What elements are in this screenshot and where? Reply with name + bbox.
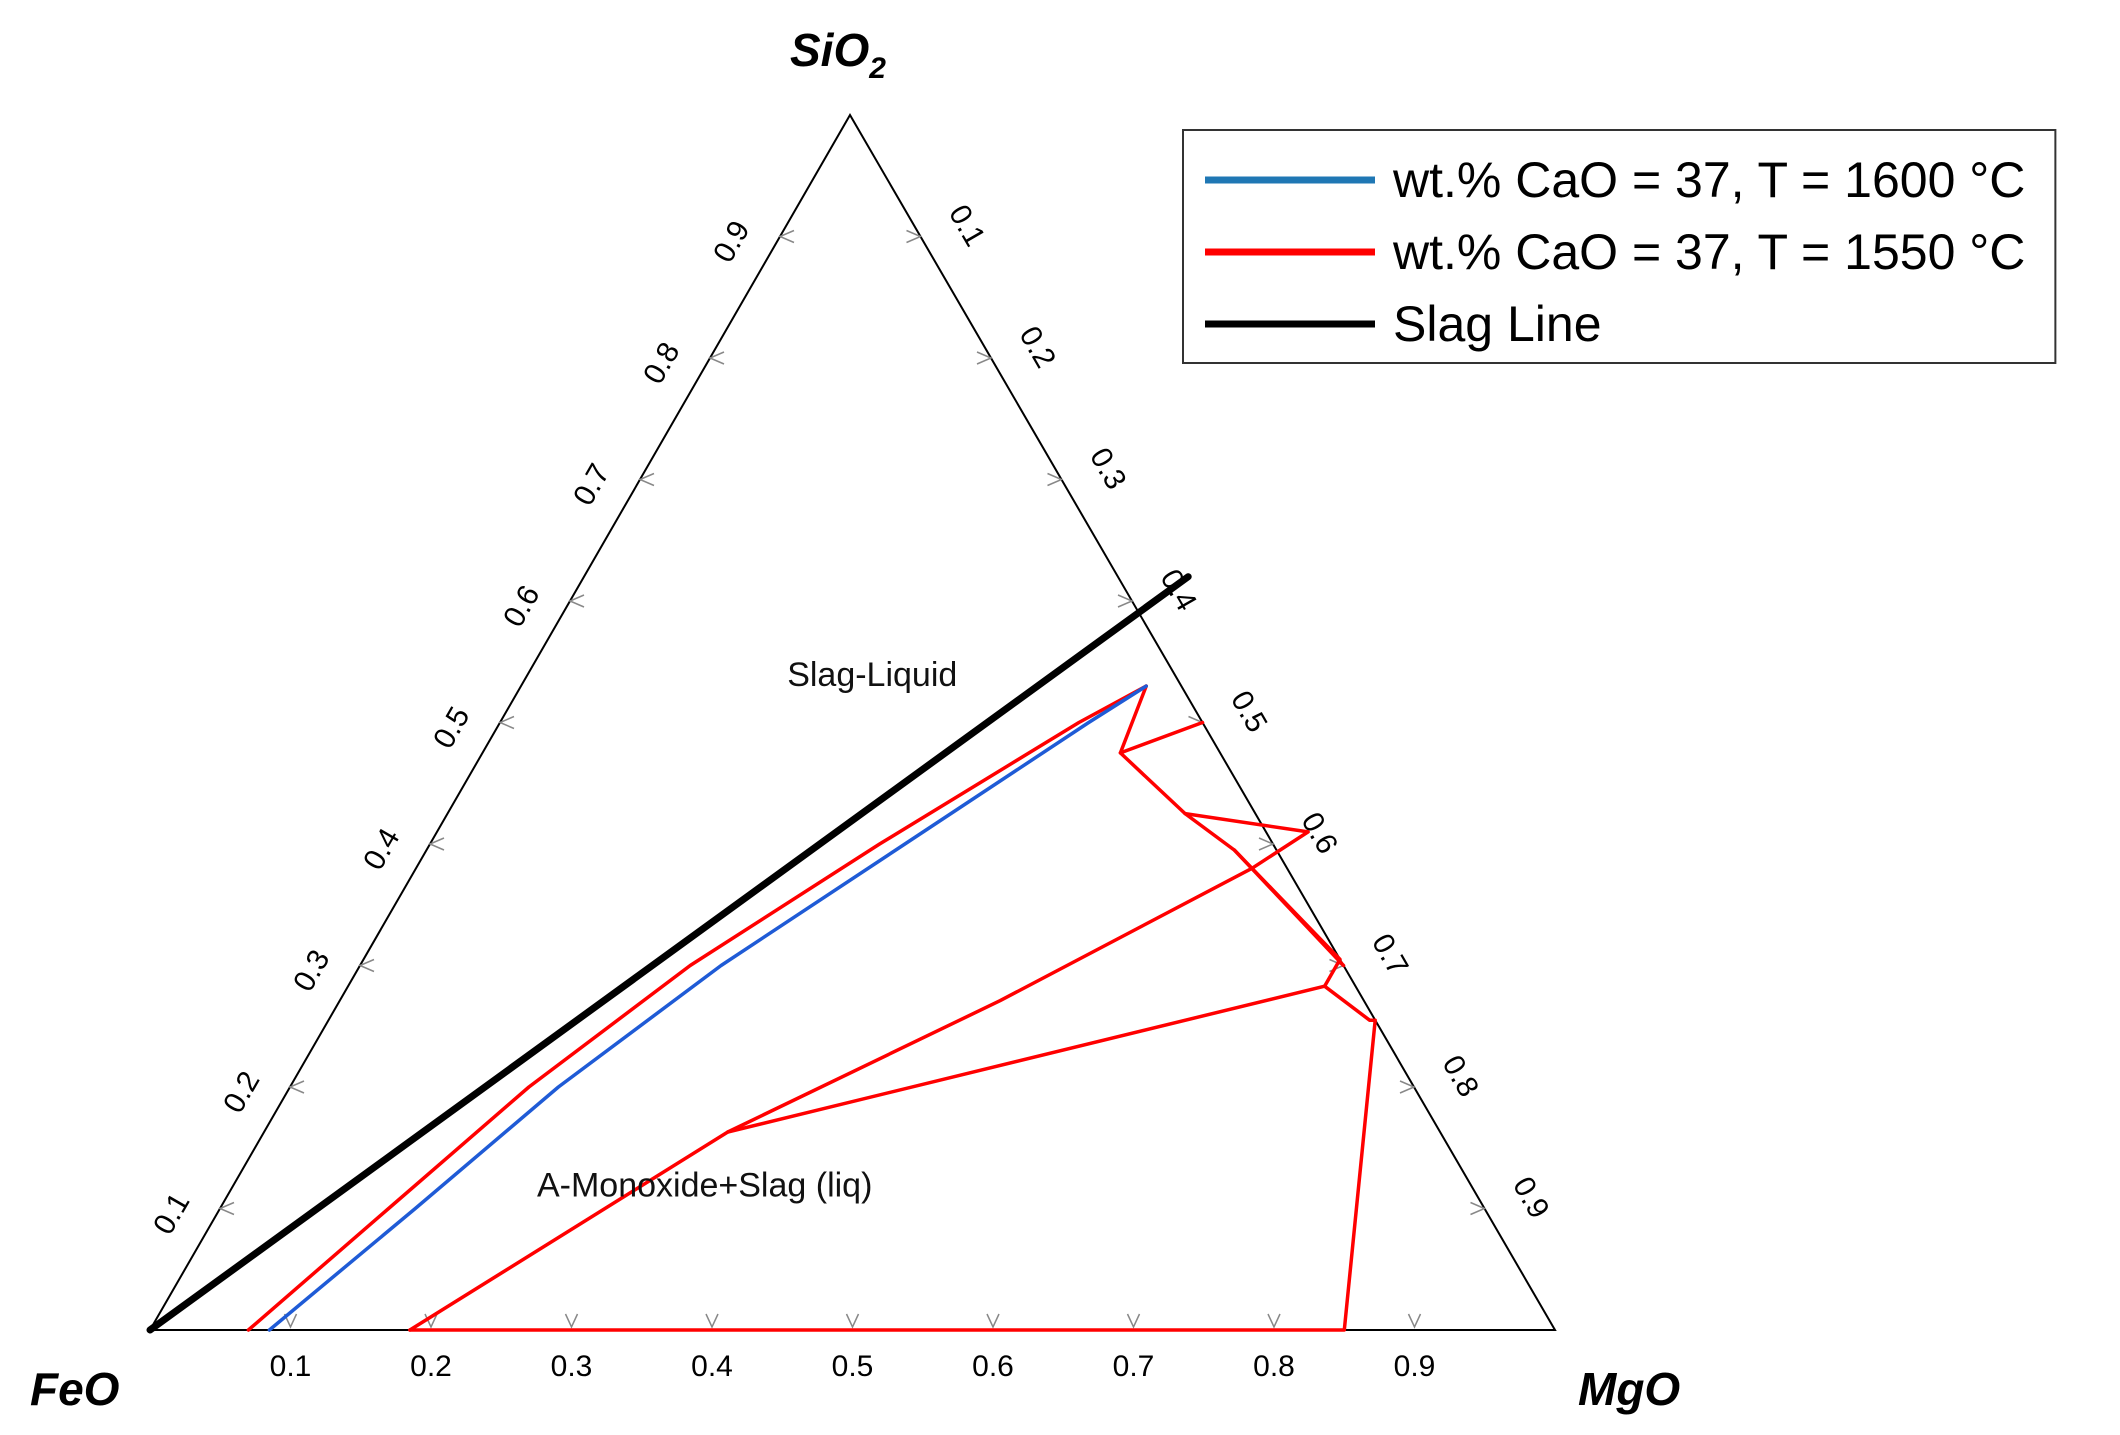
tick-mark-left	[708, 351, 725, 365]
series-curve-wt-cao-37-t-1550-c	[726, 984, 1327, 1134]
tick-mark-left	[498, 715, 515, 730]
tick-label-left: 0.8	[637, 337, 686, 390]
tick-label-left: 0.4	[357, 823, 406, 876]
tick-label-bottom: 0.2	[410, 1350, 452, 1383]
tick-mark-right	[976, 351, 993, 365]
series-curve-wt-cao-37-t-1550-c	[408, 684, 1377, 1332]
tick-label-bottom: 0.6	[972, 1350, 1014, 1383]
tick-label-right: 0.7	[1365, 928, 1414, 981]
tick-mark-bottom	[1267, 1313, 1281, 1329]
tick-mark-bottom	[283, 1313, 298, 1329]
tick-mark-right	[1047, 472, 1064, 487]
legend-label: wt.% CaO = 37, T = 1550 °C	[1392, 224, 2025, 280]
tick-mark-right	[1470, 1201, 1487, 1216]
tick-label-right: 0.4	[1154, 564, 1203, 617]
tick-label-right: 0.9	[1506, 1171, 1555, 1224]
tick-mark-bottom	[986, 1313, 1000, 1329]
tick-mark-left	[428, 837, 445, 851]
tick-label-right: 0.8	[1436, 1050, 1485, 1103]
legend-label: Slag Line	[1393, 296, 1602, 352]
tick-mark-bottom	[705, 1313, 719, 1329]
tick-label-left: 0.3	[287, 944, 336, 997]
tick-marks	[218, 229, 1487, 1329]
tick-labels: 0.1 0.1 0.9 0.2 0.2 0.8 0.3 0.3 0.7 0.4 0.4 0.6 0.5 0…	[147, 199, 1555, 1383]
tick-label-bottom: 0.5	[832, 1350, 874, 1383]
tick-label-left: 0.2	[217, 1066, 266, 1119]
tick-mark-left	[568, 594, 585, 608]
tick-mark-left	[358, 958, 375, 973]
tick-label-left: 0.1	[147, 1187, 196, 1240]
tick-label-left: 0.6	[497, 580, 546, 633]
vertex-label-feo: FeO	[30, 1363, 120, 1415]
tick-mark-left	[638, 472, 655, 487]
tick-label-right: 0.6	[1295, 807, 1344, 860]
tick-label-right: 0.3	[1083, 442, 1132, 495]
tick-label-bottom: 0.9	[1394, 1350, 1436, 1383]
tick-label-left: 0.9	[707, 215, 756, 268]
tick-mark-left	[778, 229, 795, 244]
tick-label-bottom: 0.4	[691, 1350, 733, 1383]
tick-label-bottom: 0.8	[1253, 1350, 1295, 1383]
series-curve-wt-cao-37-t-1550-c	[1232, 848, 1346, 968]
tick-label-right: 0.2	[1013, 321, 1062, 374]
tick-label-bottom: 0.3	[551, 1350, 593, 1383]
vertex-label-sio2: SiO2	[790, 24, 886, 85]
series-curve-wt-cao-37-t-1550-c	[246, 684, 1148, 1332]
tick-mark-left	[288, 1080, 305, 1094]
tick-mark-bottom	[1126, 1313, 1141, 1329]
vertex-label-sio2-subscript: 2	[868, 52, 886, 85]
series-curve-wt-cao-37-t-1550-c	[408, 811, 1310, 1332]
series-layer	[146, 573, 1377, 1334]
vertex-label-mgo: MgO	[1578, 1363, 1680, 1415]
tick-label-right: 0.1	[942, 199, 991, 252]
tick-mark-bottom	[564, 1313, 579, 1329]
region-label: Slag-Liquid	[787, 656, 957, 694]
tick-mark-left	[218, 1201, 235, 1216]
tick-label-right: 0.5	[1224, 685, 1273, 738]
series-curve-wt-cao-37-t-1600-c	[267, 684, 1148, 1332]
tick-label-bottom: 0.1	[270, 1350, 312, 1383]
tick-mark-right	[1258, 837, 1275, 851]
tick-mark-right	[1117, 594, 1134, 608]
tick-label-left: 0.7	[567, 458, 616, 511]
series-curve-wt-cao-37-t-1550-c	[1118, 720, 1205, 755]
region-labels: Slag-Liquid A-Monoxide+Slag (liq)	[537, 656, 957, 1204]
vertex-label-sio2-main: SiO	[790, 24, 869, 76]
series-curve-slag-line	[146, 573, 1192, 1334]
tick-mark-bottom	[845, 1313, 860, 1329]
tick-label-left: 0.5	[427, 701, 476, 754]
region-label: A-Monoxide+Slag (liq)	[537, 1166, 872, 1204]
tick-mark-bottom	[1407, 1313, 1422, 1329]
tick-label-bottom: 0.7	[1113, 1350, 1155, 1383]
legend-label: wt.% CaO = 37, T = 1600 °C	[1392, 152, 2025, 208]
legend: wt.% CaO = 37, T = 1600 °C wt.% CaO = 37,…	[1182, 129, 2057, 364]
tick-mark-right	[1399, 1080, 1416, 1094]
tick-mark-right	[906, 229, 923, 244]
